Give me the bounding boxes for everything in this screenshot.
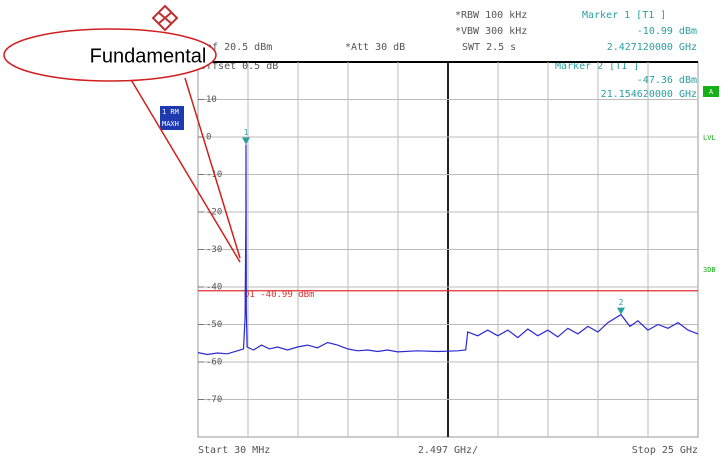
y-tick-label: -40 bbox=[206, 283, 222, 293]
side-label: 3DB bbox=[703, 266, 716, 274]
marker-label: 1 bbox=[244, 128, 249, 137]
trace-label: MAXH bbox=[162, 120, 179, 128]
callout-line bbox=[184, 77, 241, 259]
callout-text: Fundamental bbox=[90, 45, 207, 67]
trace-box bbox=[160, 106, 184, 130]
marker-title: Marker 1 [T1 ] bbox=[582, 10, 666, 21]
side-box bbox=[703, 86, 719, 97]
vbw: *VBW 300 kHz bbox=[455, 26, 527, 37]
callout: Fundamental bbox=[3, 28, 241, 263]
marker-level: -10.99 dBm bbox=[637, 26, 697, 37]
side-label: A bbox=[709, 88, 714, 96]
callout-line bbox=[129, 77, 241, 263]
y-tick-label: 0 bbox=[206, 133, 211, 143]
y-tick-label: -50 bbox=[206, 320, 222, 330]
marker-title: Marker 2 [T1 ] bbox=[555, 61, 639, 72]
display-line-label: D1 -40.99 dBm bbox=[244, 290, 314, 300]
rbw: *RBW 100 kHz bbox=[455, 10, 527, 21]
y-tick-label: 10 bbox=[206, 95, 217, 105]
marker bbox=[617, 307, 626, 315]
marker-level: -47.36 dBm bbox=[637, 75, 697, 86]
y-tick-label: -70 bbox=[206, 395, 222, 405]
marker-freq: 2.427120000 GHz bbox=[607, 42, 697, 53]
icon-cross bbox=[157, 11, 173, 25]
attenuation: *Att 30 dB bbox=[345, 42, 405, 53]
x-div: 2.497 GHz/ bbox=[418, 445, 478, 456]
trace-label: 1 RM bbox=[162, 108, 179, 116]
sweep-time: SWT 2.5 s bbox=[462, 42, 516, 53]
offset: Offset 0.5 dB bbox=[200, 61, 278, 72]
trace bbox=[197, 144, 699, 356]
marker bbox=[241, 137, 250, 145]
marker-label: 2 bbox=[619, 298, 624, 307]
marker-freq: 21.154620000 GHz bbox=[601, 89, 697, 100]
x-start: Start 30 MHz bbox=[198, 445, 270, 456]
callout-ellipse bbox=[3, 28, 217, 82]
y-tick-label: -60 bbox=[206, 358, 222, 368]
y-tick-label: -30 bbox=[206, 245, 222, 255]
y-tick-label: -20 bbox=[206, 208, 222, 218]
side-label: LVL bbox=[703, 134, 716, 142]
x-stop: Stop 25 GHz bbox=[632, 445, 698, 456]
ref-level: Ref 20.5 dBm bbox=[200, 42, 272, 53]
